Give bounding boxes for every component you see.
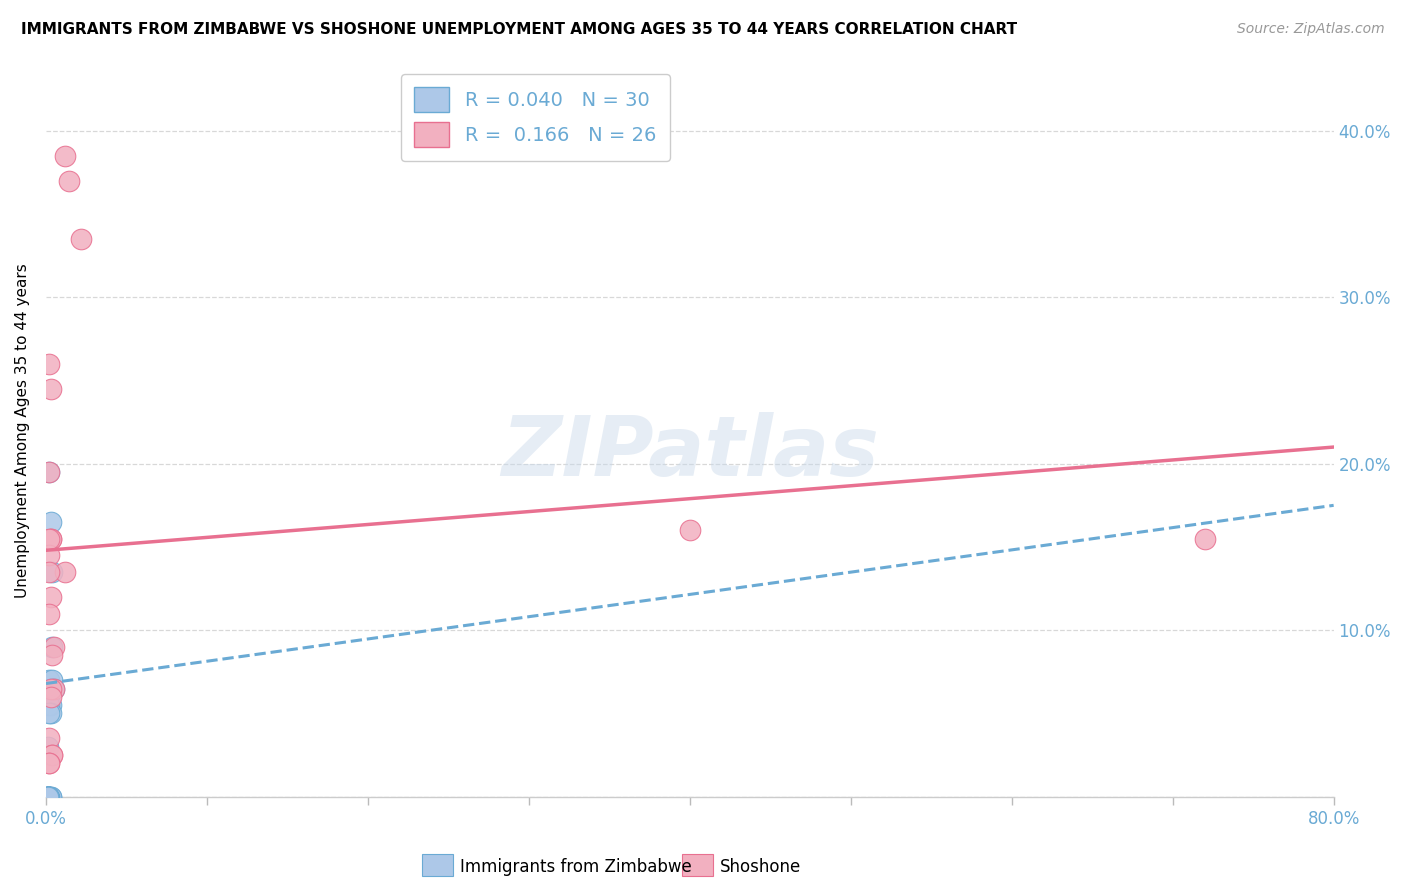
Text: ZIPatlas: ZIPatlas — [501, 412, 879, 493]
Point — [37, 789, 59, 804]
Point — [37, 789, 59, 804]
Point — [39, 789, 62, 804]
Point — [42, 640, 65, 654]
Point — [38, 756, 60, 771]
Point — [53, 565, 76, 579]
Text: Immigrants from Zimbabwe: Immigrants from Zimbabwe — [460, 858, 692, 876]
Point — [37, 789, 59, 804]
Point — [39, 789, 62, 804]
Point — [38, 706, 60, 721]
Point — [38, 565, 60, 579]
Point — [38, 789, 60, 804]
Point — [53, 148, 76, 162]
Point — [39, 681, 62, 696]
Point — [39, 532, 62, 546]
Point — [38, 465, 60, 479]
Point — [42, 681, 65, 696]
Text: IMMIGRANTS FROM ZIMBABWE VS SHOSHONE UNEMPLOYMENT AMONG AGES 35 TO 44 YEARS CORR: IMMIGRANTS FROM ZIMBABWE VS SHOSHONE UNE… — [21, 22, 1017, 37]
Legend: R = 0.040   N = 30, R =  0.166   N = 26: R = 0.040 N = 30, R = 0.166 N = 26 — [401, 74, 669, 161]
Point — [41, 565, 63, 579]
Point — [1194, 532, 1216, 546]
Point — [37, 789, 59, 804]
Point — [39, 532, 62, 546]
Point — [37, 789, 59, 804]
Point — [41, 673, 63, 688]
Point — [37, 789, 59, 804]
Point — [38, 532, 60, 546]
Point — [37, 739, 59, 754]
Point — [38, 789, 60, 804]
Point — [39, 681, 62, 696]
Point — [37, 789, 59, 804]
Point — [39, 590, 62, 604]
Point — [41, 648, 63, 663]
Text: Shoshone: Shoshone — [720, 858, 801, 876]
Point — [41, 640, 63, 654]
Point — [42, 681, 65, 696]
Point — [39, 698, 62, 713]
Point — [39, 706, 62, 721]
Point — [38, 465, 60, 479]
Point — [41, 748, 63, 763]
Point — [37, 789, 59, 804]
Text: Source: ZipAtlas.com: Source: ZipAtlas.com — [1237, 22, 1385, 37]
Point — [37, 789, 59, 804]
Point — [38, 549, 60, 563]
Point — [38, 756, 60, 771]
Point — [58, 173, 80, 187]
Point — [38, 731, 60, 746]
Point — [679, 524, 702, 538]
Point — [41, 748, 63, 763]
Point — [37, 789, 59, 804]
Point — [38, 607, 60, 621]
Point — [38, 357, 60, 371]
Point — [39, 382, 62, 396]
Y-axis label: Unemployment Among Ages 35 to 44 years: Unemployment Among Ages 35 to 44 years — [15, 263, 30, 598]
Point — [39, 515, 62, 529]
Point — [37, 789, 59, 804]
Point — [37, 789, 59, 804]
Point — [39, 690, 62, 704]
Point — [38, 673, 60, 688]
Point — [70, 232, 93, 246]
Point — [37, 789, 59, 804]
Point — [38, 698, 60, 713]
